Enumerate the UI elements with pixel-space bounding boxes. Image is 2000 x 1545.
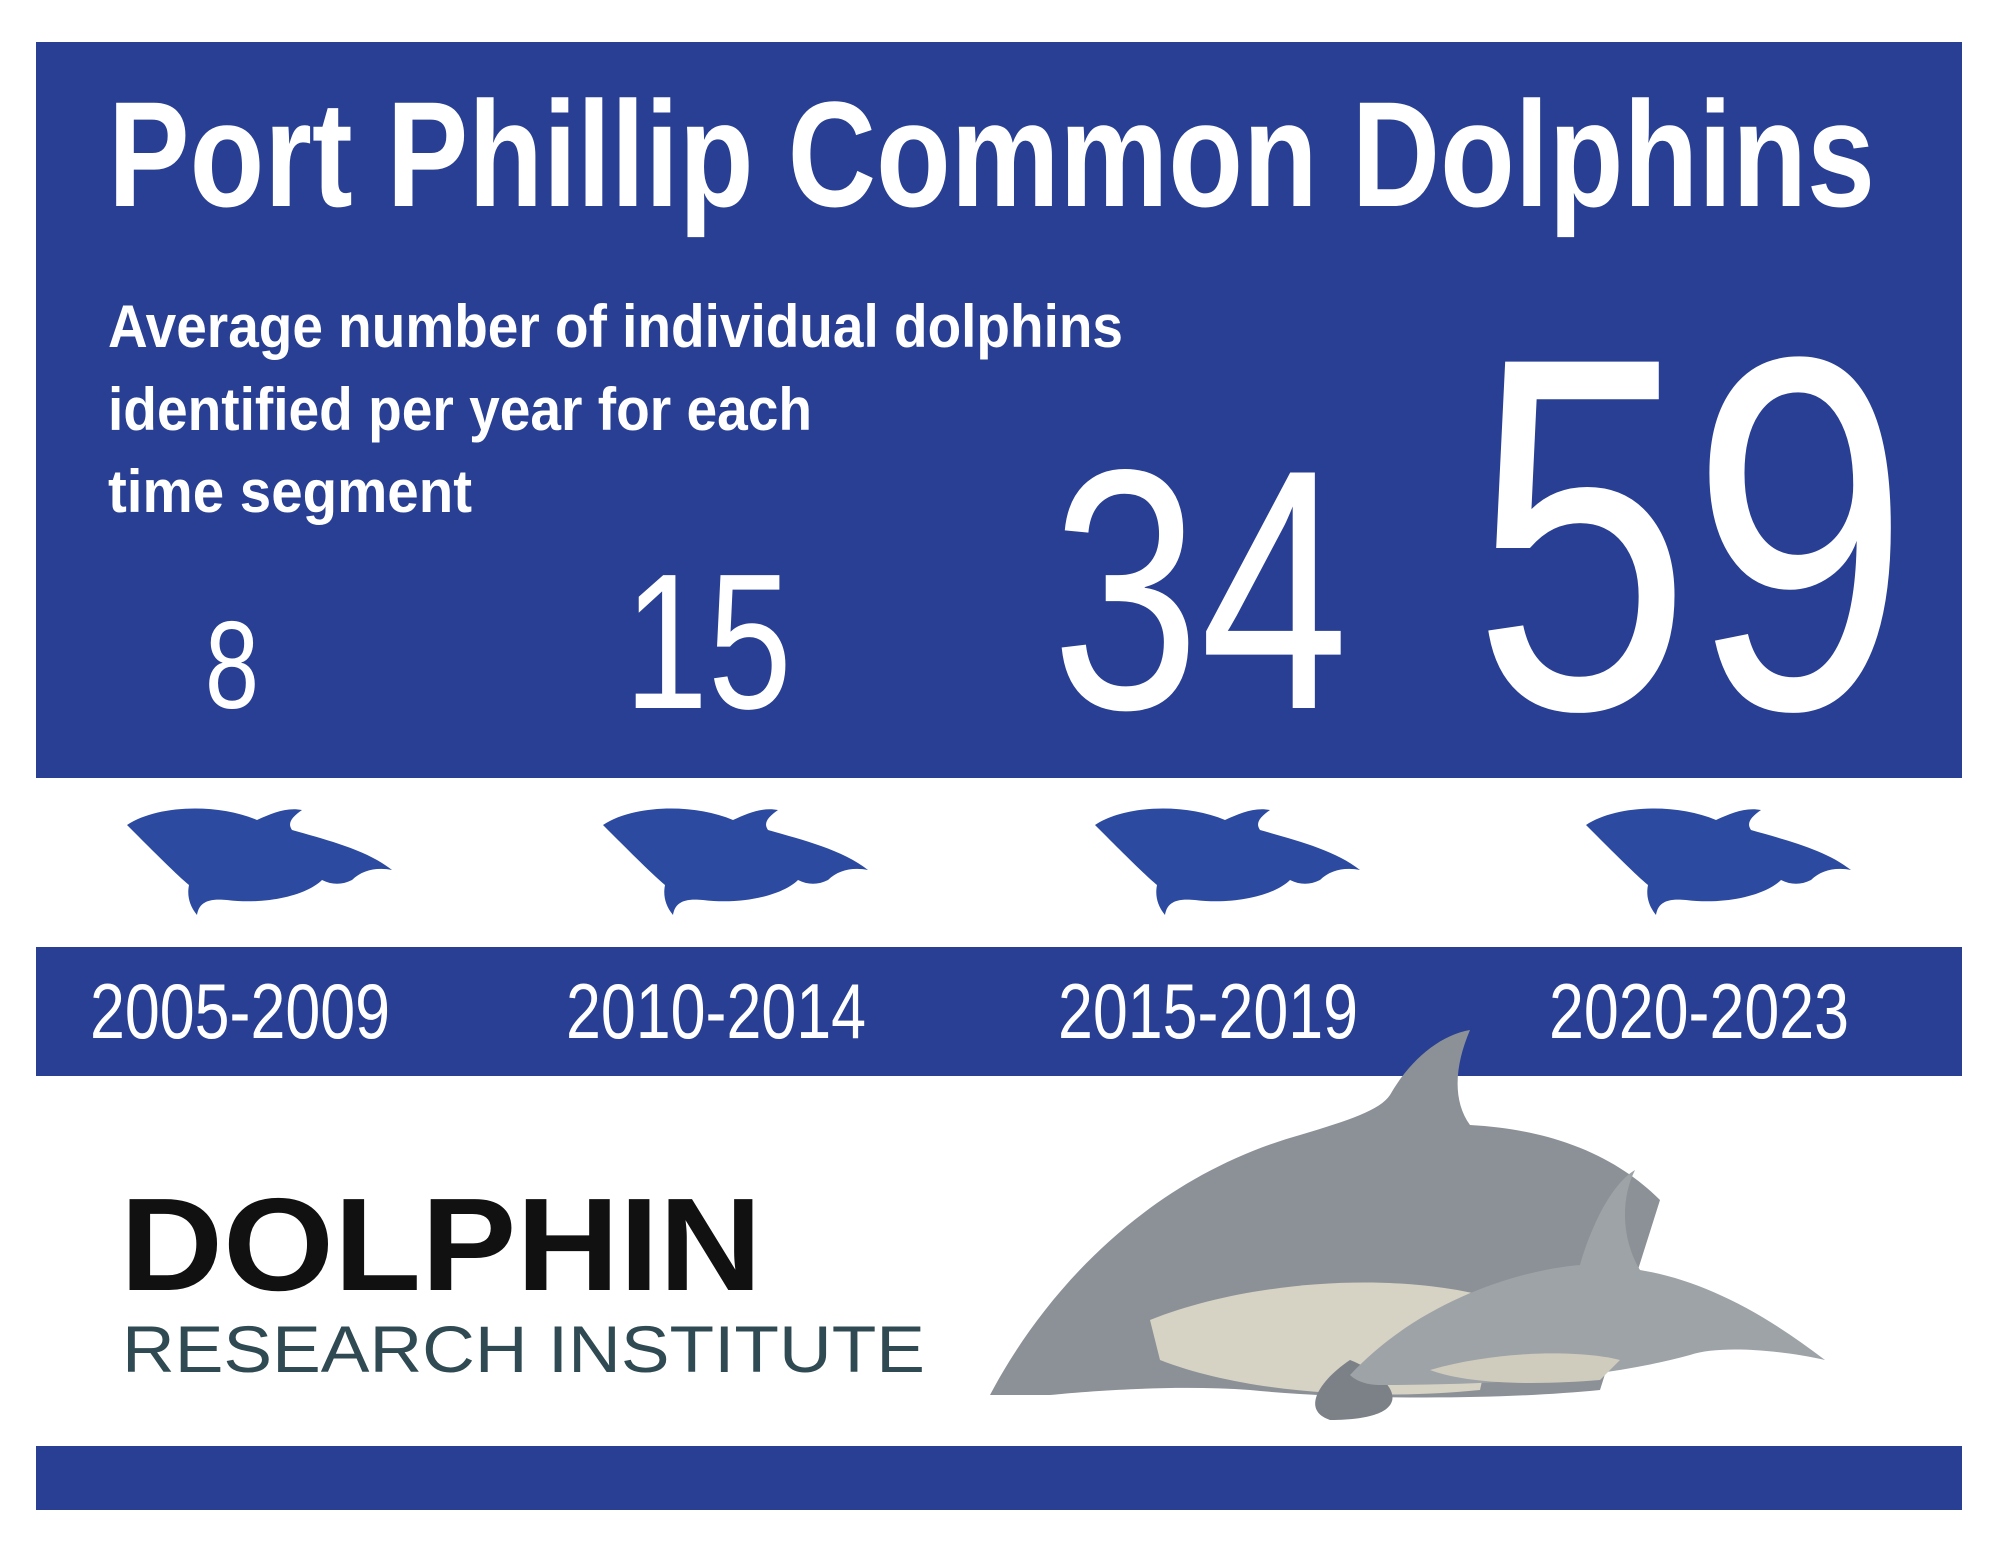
title: Port Phillip Common Dolphins [108, 70, 1875, 238]
dolphin-icon [603, 808, 868, 915]
subtitle-line: time segment [108, 458, 472, 525]
period-label: 2010-2014 [566, 967, 866, 1055]
period-label: 2015-2019 [1058, 967, 1358, 1055]
subtitle-line: identified per year for each [108, 376, 812, 443]
top-panel [36, 42, 1962, 778]
segment-value: 15 [624, 533, 791, 749]
period-label: 2020-2023 [1549, 967, 1849, 1055]
segment-value: 34 [1051, 399, 1348, 781]
logo-name: DOLPHIN [120, 1171, 762, 1318]
dolphin-icon [1586, 808, 1851, 915]
dolphin-icon [1095, 808, 1360, 915]
subtitle-line: Average number of individual dolphins [108, 293, 1123, 360]
segment-value: 8 [205, 595, 259, 734]
bottom-bar [36, 1446, 1962, 1510]
dolphin-icon [127, 808, 392, 915]
period-band [36, 947, 1962, 1076]
dolphin-photo [990, 1030, 1825, 1420]
logo-tagline: RESEARCH INSTITUTE [122, 1312, 925, 1386]
period-label: 2005-2009 [90, 967, 390, 1055]
segment-value: 59 [1473, 252, 1910, 815]
